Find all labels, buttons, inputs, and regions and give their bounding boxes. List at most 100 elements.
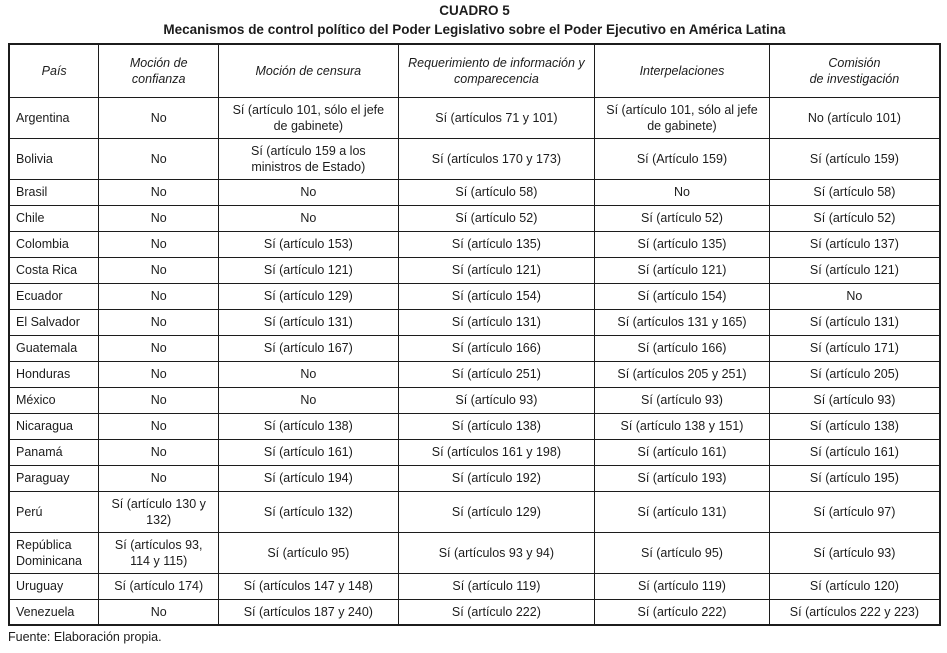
value-cell: Sí (artículo 52)	[768, 204, 941, 232]
value-cell: Sí (artículos 170 y 173)	[397, 137, 596, 180]
value-cell: Sí (artículo 131)	[218, 308, 399, 336]
table-row: Nicaragua No Sí (artículo 138) Sí (artículo…	[8, 412, 941, 440]
country-cell: Paraguay	[8, 464, 100, 492]
column-header: Requerimiento de información y comparece…	[397, 43, 596, 98]
value-cell: Sí (artículo 137)	[768, 230, 941, 258]
column-header: Moción de confianza	[98, 43, 220, 98]
value-cell: Sí (artículo 130 y 132)	[98, 490, 220, 533]
value-cell: Sí (artículos 222 y 223)	[768, 598, 941, 626]
country-cell: Perú	[8, 490, 100, 533]
table-row: Guatemala No Sí (artículo 167) Sí (artículo…	[8, 334, 941, 362]
country-cell: Brasil	[8, 178, 100, 206]
table-row: República Dominicana Sí (artículos 93, 11…	[8, 531, 941, 574]
value-cell: Sí (artículo 129)	[397, 490, 596, 533]
value-cell: Sí (artículo 135)	[594, 230, 770, 258]
country-cell: Chile	[8, 204, 100, 232]
value-cell: Sí (artículo 52)	[594, 204, 770, 232]
value-cell: Sí (artículo 131)	[768, 308, 941, 336]
value-cell: Sí (artículo 58)	[397, 178, 596, 206]
table-row: Brasil No No Sí (artículo 58) No Sí (artículo…	[8, 178, 941, 206]
value-cell: Sí (artículo 171)	[768, 334, 941, 362]
table-row: Chile No No Sí (artículo 52) Sí (artículo 52…	[8, 204, 941, 232]
value-cell: Sí (artículo 222)	[397, 598, 596, 626]
table-row: México No No Sí (artículo 93) Sí (artículo 9…	[8, 386, 941, 414]
value-cell: Sí (artículo 93)	[397, 386, 596, 414]
value-cell: No	[98, 464, 220, 492]
table-row: Paraguay No Sí (artículo 194) Sí (artículo …	[8, 464, 941, 492]
value-cell: Sí (artículos 147 y 148)	[218, 572, 399, 600]
value-cell: Sí (artículo 119)	[397, 572, 596, 600]
value-cell: Sí (artículo 138)	[768, 412, 941, 440]
value-cell: Sí (artículo 166)	[397, 334, 596, 362]
value-cell: Sí (artículo 251)	[397, 360, 596, 388]
table-caption-number: CUADRO 5	[439, 3, 510, 18]
value-cell: No	[98, 282, 220, 310]
table-row: Panamá No Sí (artículo 161) Sí (artículos 1…	[8, 438, 941, 466]
country-cell: Honduras	[8, 360, 100, 388]
table-row: Costa Rica No Sí (artículo 121) Sí (artícul…	[8, 256, 941, 284]
value-cell: No	[98, 360, 220, 388]
table-row: Venezuela No Sí (artículos 187 y 240) Sí (a…	[8, 598, 941, 626]
value-cell: No	[98, 598, 220, 626]
country-cell: Guatemala	[8, 334, 100, 362]
value-cell: Sí (artículo 129)	[218, 282, 399, 310]
value-cell: No	[98, 386, 220, 414]
value-cell: No	[218, 360, 399, 388]
value-cell: Sí (artículo 161)	[218, 438, 399, 466]
value-cell: Sí (artículo 121)	[768, 256, 941, 284]
value-cell: Sí (artículos 93 y 94)	[397, 531, 596, 574]
value-cell: No	[218, 204, 399, 232]
value-cell: Sí (artículos 71 y 101)	[397, 96, 596, 139]
value-cell: Sí (artículo 166)	[594, 334, 770, 362]
value-cell: Sí (artículo 131)	[594, 490, 770, 533]
value-cell: Sí (artículo 193)	[594, 464, 770, 492]
value-cell: No	[218, 178, 399, 206]
value-cell: Sí (artículo 159 a los ministros de Esta…	[218, 137, 399, 180]
table-row: El Salvador No Sí (artículo 131) Sí (artícu…	[8, 308, 941, 336]
country-cell: Uruguay	[8, 572, 100, 600]
country-cell: Panamá	[8, 438, 100, 466]
country-cell: El Salvador	[8, 308, 100, 336]
value-cell: Sí (artículo 167)	[218, 334, 399, 362]
value-cell: Sí (artículos 187 y 240)	[218, 598, 399, 626]
value-cell: Sí (artículo 192)	[397, 464, 596, 492]
value-cell: No	[98, 178, 220, 206]
table-row: Perú Sí (artículo 130 y 132) Sí (artículo …	[8, 490, 941, 533]
source-note: Fuente: Elaboración propia.	[8, 630, 162, 645]
value-cell: Sí (artículos 161 y 198)	[397, 438, 596, 466]
value-cell: Sí (artículo 154)	[397, 282, 596, 310]
value-cell: Sí (artículo 205)	[768, 360, 941, 388]
value-cell: Sí (artículo 95)	[218, 531, 399, 574]
table-caption: CUADRO 5 Mecanismos de control político …	[8, 3, 941, 38]
value-cell: Sí (artículo 154)	[594, 282, 770, 310]
value-cell: No	[594, 178, 770, 206]
value-cell: Sí (artículo 222)	[594, 598, 770, 626]
value-cell: No (artículo 101)	[768, 96, 941, 139]
value-cell: Sí (artículos 205 y 251)	[594, 360, 770, 388]
country-cell: Costa Rica	[8, 256, 100, 284]
value-cell: No	[98, 334, 220, 362]
table-row: Uruguay Sí (artículo 174) Sí (artículos 14…	[8, 572, 941, 600]
value-cell: Sí (artículo 95)	[594, 531, 770, 574]
column-header: Comisión de investigación	[768, 43, 941, 98]
value-cell: Sí (artículo 138)	[218, 412, 399, 440]
header-row: País Moción de confianza Moción de censura…	[8, 43, 941, 98]
control-mechanisms-table: País Moción de confianza Moción de censura…	[8, 43, 941, 627]
value-cell: No	[98, 438, 220, 466]
value-cell: Sí (artículos 131 y 165)	[594, 308, 770, 336]
value-cell: Sí (artículo 58)	[768, 178, 941, 206]
country-cell: México	[8, 386, 100, 414]
value-cell: Sí (artículo 121)	[397, 256, 596, 284]
value-cell: Sí (artículo 138 y 151)	[594, 412, 770, 440]
value-cell: Sí (artículo 135)	[397, 230, 596, 258]
value-cell: Sí (Artículo 159)	[594, 137, 770, 180]
value-cell: Sí (artículo 153)	[218, 230, 399, 258]
value-cell: Sí (artículo 159)	[768, 137, 941, 180]
country-cell: Nicaragua	[8, 412, 100, 440]
table-body: Argentina No Sí (artículo 101, sólo el jef…	[8, 96, 941, 626]
country-cell: República Dominicana	[8, 531, 100, 574]
value-cell: Sí (artículo 52)	[397, 204, 596, 232]
country-cell: Colombia	[8, 230, 100, 258]
value-cell: No	[98, 412, 220, 440]
